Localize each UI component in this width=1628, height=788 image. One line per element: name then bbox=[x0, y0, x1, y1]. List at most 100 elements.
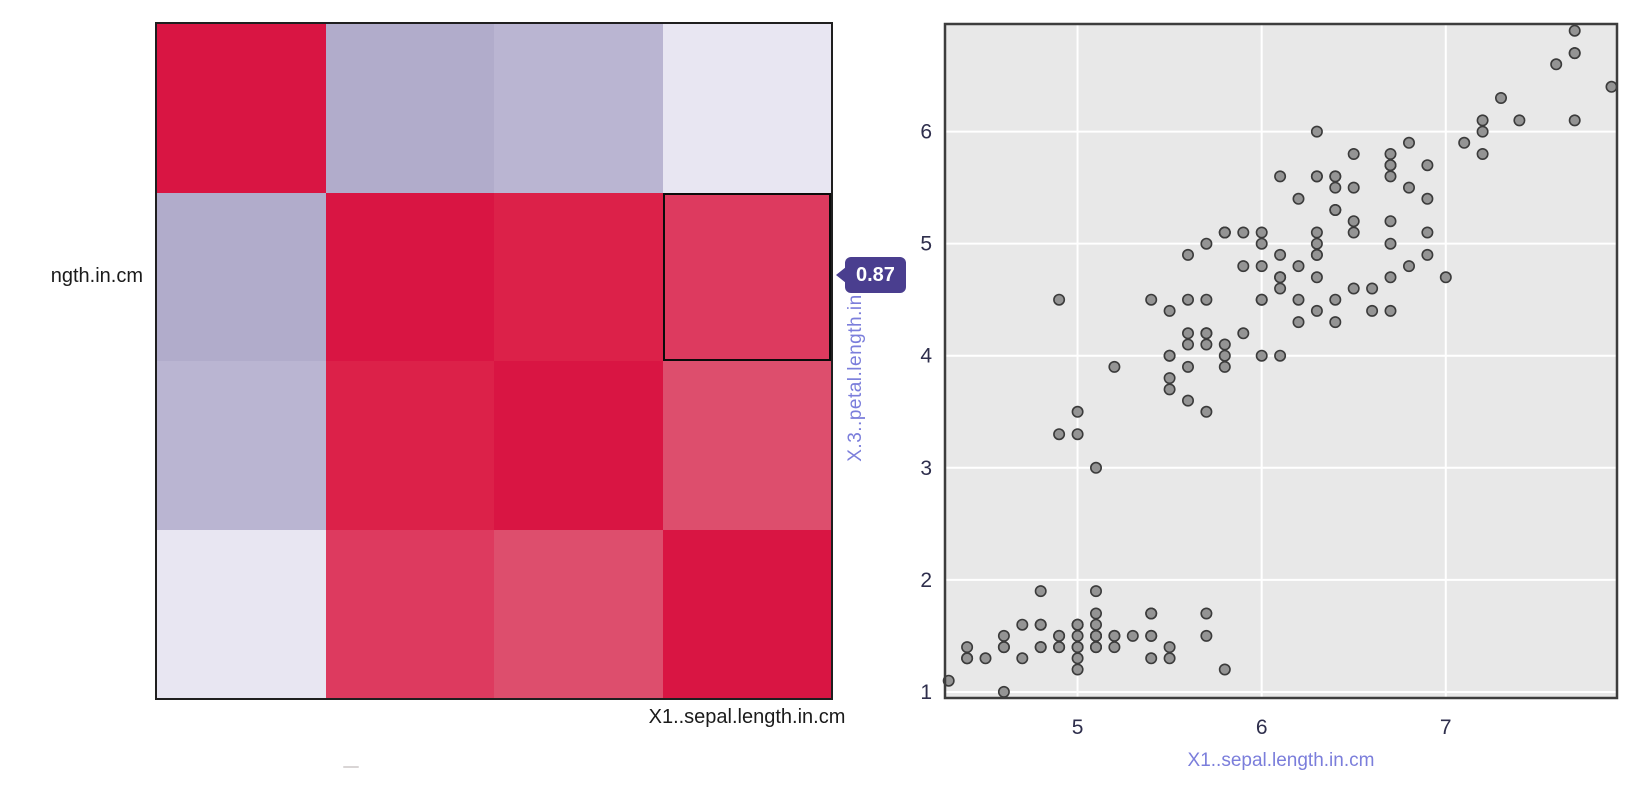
scatter-point bbox=[1347, 215, 1360, 228]
scatter-point bbox=[1274, 271, 1287, 284]
scatter-point bbox=[1053, 641, 1066, 654]
heatmap-cell-r3c1[interactable] bbox=[157, 361, 326, 530]
scatter-point bbox=[1495, 92, 1508, 105]
scatter-point bbox=[1403, 260, 1416, 273]
scatter-point bbox=[1421, 159, 1434, 172]
scatter-point bbox=[1568, 24, 1581, 37]
scatter-point bbox=[1200, 237, 1213, 250]
scatter-point bbox=[1053, 428, 1066, 441]
heatmap-cell-r4c4[interactable] bbox=[662, 529, 831, 698]
scatter-point bbox=[1292, 192, 1305, 205]
scatter-point bbox=[1145, 607, 1158, 620]
scatter-point bbox=[1053, 293, 1066, 306]
scatter-y-tick-label-6: 6 bbox=[920, 121, 932, 144]
scatter-point bbox=[1163, 349, 1176, 362]
scatter-point bbox=[1016, 618, 1029, 631]
scatter-point bbox=[1568, 114, 1581, 127]
scatter-point bbox=[1237, 260, 1250, 273]
scatter-point bbox=[1384, 215, 1397, 228]
scatter-point bbox=[1163, 652, 1176, 665]
scatter-point bbox=[1163, 372, 1176, 385]
scatter-point bbox=[1218, 360, 1231, 373]
scatter-point bbox=[1329, 181, 1342, 194]
scatter-point bbox=[1200, 607, 1213, 620]
correlation-tooltip: 0.87 bbox=[836, 257, 906, 293]
scatter-point bbox=[1200, 293, 1213, 306]
scatter-point bbox=[1182, 248, 1195, 261]
heatmap-cell-r2c1[interactable] bbox=[157, 192, 326, 361]
scatter-point bbox=[1090, 618, 1103, 631]
scatter-point bbox=[1090, 641, 1103, 654]
scatter-point bbox=[1090, 629, 1103, 642]
scatter-point bbox=[1200, 629, 1213, 642]
heatmap-cell-r3c4[interactable] bbox=[662, 361, 831, 530]
scatter-point bbox=[1163, 383, 1176, 396]
scatter-point bbox=[1274, 170, 1287, 183]
scatter-point bbox=[1310, 304, 1323, 317]
scatter-point bbox=[1255, 226, 1268, 239]
scatter-point bbox=[1182, 394, 1195, 407]
scatter-x-axis-label: X1..sepal.length.in.cm bbox=[1188, 750, 1375, 771]
scatter-point bbox=[1329, 204, 1342, 217]
scatter-point bbox=[1292, 293, 1305, 306]
scatter-point bbox=[1200, 327, 1213, 340]
scatter-point bbox=[1016, 652, 1029, 665]
scatter-point bbox=[1550, 58, 1563, 71]
scatter-point bbox=[1145, 629, 1158, 642]
scatter-point bbox=[1347, 181, 1360, 194]
scatter-point bbox=[1071, 652, 1084, 665]
scatter-point bbox=[1255, 349, 1268, 362]
scatter-point bbox=[1218, 226, 1231, 239]
heatmap-cell-r2c4[interactable] bbox=[662, 192, 831, 361]
scatter-panel-border bbox=[943, 22, 1619, 700]
scatter-point bbox=[1071, 641, 1084, 654]
scatter-point bbox=[1255, 260, 1268, 273]
heatmap-cell-r3c3[interactable] bbox=[494, 361, 663, 530]
heatmap-cell-r1c4[interactable] bbox=[662, 24, 831, 193]
scatter-point bbox=[1255, 293, 1268, 306]
scatter-point bbox=[1366, 282, 1379, 295]
scatter-point bbox=[1292, 316, 1305, 329]
scatter-point bbox=[1384, 159, 1397, 172]
scatter-point bbox=[1366, 304, 1379, 317]
scatter-point bbox=[1310, 170, 1323, 183]
heatmap-cell-r1c2[interactable] bbox=[325, 24, 494, 193]
heatmap-cell-r4c3[interactable] bbox=[494, 529, 663, 698]
scatter-point bbox=[1605, 80, 1618, 93]
scatter-point bbox=[1126, 629, 1139, 642]
scatter-point bbox=[1163, 641, 1176, 654]
scatter-point bbox=[1329, 316, 1342, 329]
scatter-point bbox=[1421, 226, 1434, 239]
scatter-point bbox=[1384, 170, 1397, 183]
heatmap-cell-r1c3[interactable] bbox=[494, 24, 663, 193]
scatter-point bbox=[1071, 663, 1084, 676]
scatter-point bbox=[1310, 271, 1323, 284]
scatter-point bbox=[1218, 338, 1231, 351]
scatter-point bbox=[1347, 282, 1360, 295]
scatter-point bbox=[1182, 338, 1195, 351]
scatter-point bbox=[997, 685, 1010, 698]
scatter-point bbox=[1108, 641, 1121, 654]
scatter-point bbox=[1090, 461, 1103, 474]
scatter-point bbox=[1384, 148, 1397, 161]
scatter-point bbox=[1274, 248, 1287, 261]
scatter-point bbox=[1568, 47, 1581, 60]
heatmap-cell-r2c2[interactable] bbox=[325, 192, 494, 361]
heatmap-cell-r3c2[interactable] bbox=[325, 361, 494, 530]
scatter-point bbox=[1071, 428, 1084, 441]
correlation-heatmap[interactable] bbox=[155, 22, 833, 700]
scatter-point bbox=[1384, 237, 1397, 250]
scatter-point bbox=[1310, 226, 1323, 239]
scatter-point bbox=[1347, 226, 1360, 239]
heatmap-cell-r4c2[interactable] bbox=[325, 529, 494, 698]
scatter-point bbox=[1403, 181, 1416, 194]
heatmap-cell-r2c3[interactable] bbox=[494, 192, 663, 361]
scatter-point bbox=[1182, 293, 1195, 306]
scatter-y-tick-label-2: 2 bbox=[920, 569, 932, 592]
heatmap-cell-r4c1[interactable] bbox=[157, 529, 326, 698]
scatter-y-tick-label-5: 5 bbox=[920, 233, 932, 256]
faint-dash-artifact bbox=[343, 766, 359, 768]
heatmap-cell-r1c1[interactable] bbox=[157, 24, 326, 193]
scatter-point bbox=[1513, 114, 1526, 127]
